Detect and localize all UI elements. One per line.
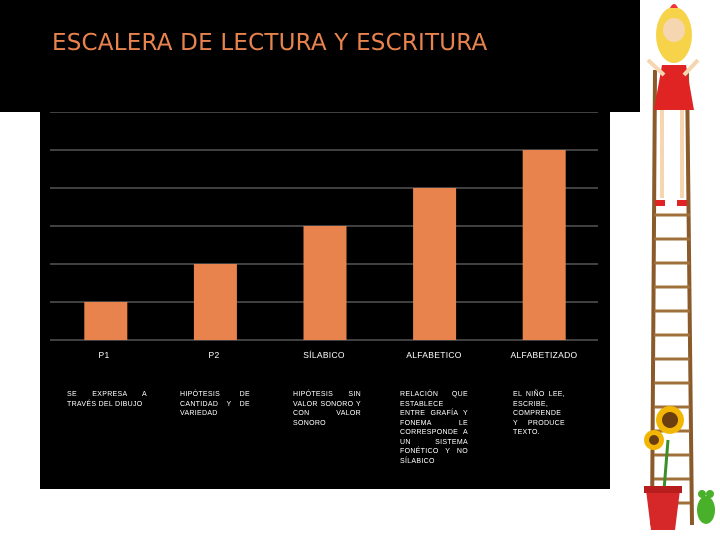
description-p2: HIPÓTESIS DE CANTIDAD Y DE VARIEDAD xyxy=(180,391,250,417)
description-p1: SE EXPRESA A TRAVÉS DEL DIBUJO xyxy=(67,391,147,408)
decorative-illustration xyxy=(644,4,715,530)
flower-pot-icon xyxy=(644,486,682,530)
bar-p2 xyxy=(193,264,237,340)
ladder-icon xyxy=(650,69,694,526)
category-label-p2: P2 xyxy=(208,350,220,360)
frog-icon xyxy=(697,490,715,524)
girl-on-ladder-illustration xyxy=(646,4,700,206)
description-alfabetizado: EL NIÑO LEE, ESCRIBE, COMPRENDE Y PRODUC… xyxy=(513,391,565,436)
description-silabico: HIPÓTESIS SIN VALOR SONORO Y CON VALOR S… xyxy=(293,391,361,427)
page-title: ESCALERA DE LECTURA Y ESCRITURA xyxy=(52,30,488,56)
category-label-silabico: SÍLABICO xyxy=(303,350,345,360)
category-label-alfabetico: ALFABETICO xyxy=(406,350,462,360)
bar-sílabico xyxy=(303,226,347,340)
title-bar: ESCALERA DE LECTURA Y ESCRITURA xyxy=(0,0,640,112)
bar-alfabetico xyxy=(413,188,457,340)
category-label-alfabetizado: ALFABETIZADO xyxy=(510,350,578,360)
category-label-p1: P1 xyxy=(98,350,110,360)
description-alfabetico: RELACIÓN QUE ESTABLECE ENTRE GRAFÍA Y FO… xyxy=(400,391,468,465)
chart-panel: P1 P2 SÍLABICO ALFABETICO ALFABETIZADO S… xyxy=(40,112,610,489)
bar-alfabetizado xyxy=(522,150,566,340)
bar-chart xyxy=(50,112,598,341)
bar-p1 xyxy=(84,302,128,340)
sunflower-icon xyxy=(644,406,684,491)
